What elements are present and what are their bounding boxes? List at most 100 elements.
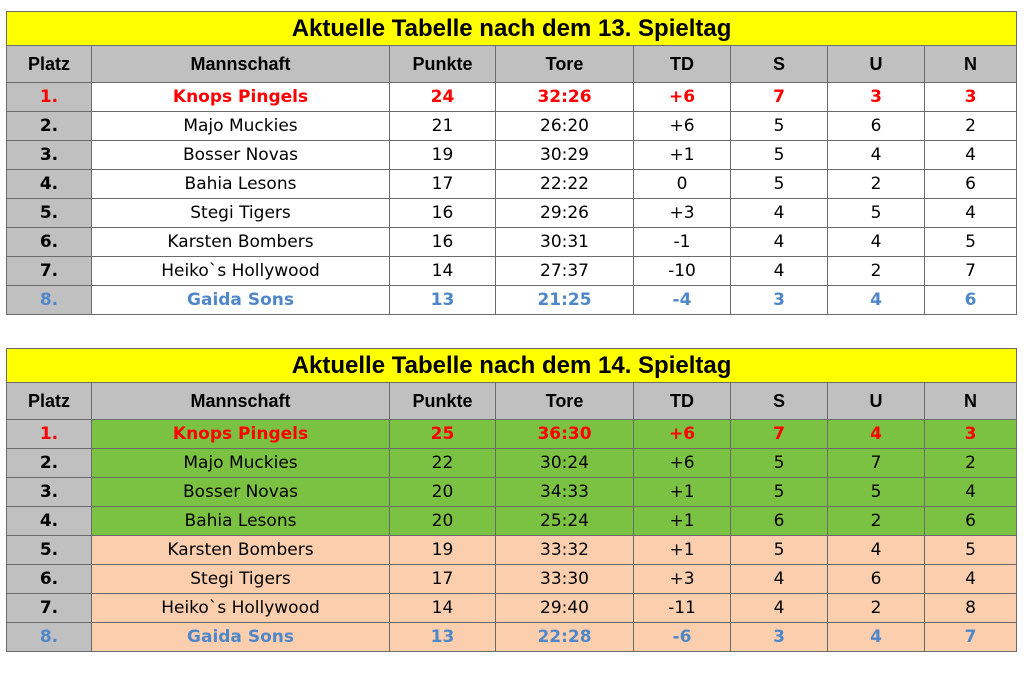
table-body: 1. Knops Pingels 25 36:30 +6 7 4 3 2. Majo Muckie…: [6, 419, 1018, 652]
punkte-cell: 20: [389, 477, 496, 507]
header-u: U: [827, 45, 925, 83]
td-cell: +6: [633, 82, 731, 112]
header-n: N: [923, 382, 1018, 420]
n-cell: 6: [923, 506, 1018, 536]
tore-cell: 22:28: [495, 622, 634, 652]
punkte-cell: 19: [389, 140, 496, 170]
n-cell: 4: [923, 564, 1018, 594]
platz-cell: 2.: [6, 111, 92, 141]
table-row: 3. Bosser Novas 20 34:33 +1 5 5 4: [6, 477, 1018, 507]
punkte-cell: 13: [389, 285, 496, 315]
platz-cell: 8.: [6, 285, 92, 315]
title-row: Aktuelle Tabelle nach dem 14. Spieltag: [5, 348, 1018, 383]
team-cell: Karsten Bombers: [91, 227, 390, 257]
punkte-cell: 21: [389, 111, 496, 141]
table-row: 2. Majo Muckies 22 30:24 +6 5 7 2: [6, 448, 1018, 478]
team-cell: Stegi Tigers: [91, 198, 390, 228]
punkte-cell: 22: [389, 448, 496, 478]
punkte-cell: 17: [389, 564, 496, 594]
punkte-cell: 14: [389, 256, 496, 286]
punkte-cell: 17: [389, 169, 496, 199]
header-s: S: [730, 45, 828, 83]
team-cell: Gaida Sons: [91, 622, 390, 652]
u-cell: 5: [827, 198, 925, 228]
platz-cell: 1.: [6, 419, 92, 449]
td-cell: +6: [633, 448, 731, 478]
u-cell: 6: [827, 111, 925, 141]
header-u: U: [827, 382, 925, 420]
header-punkte: Punkte: [389, 45, 496, 83]
s-cell: 4: [730, 593, 828, 623]
u-cell: 4: [827, 140, 925, 170]
n-cell: 5: [923, 227, 1018, 257]
header-platz: Platz: [6, 382, 92, 420]
s-cell: 4: [730, 227, 828, 257]
tore-cell: 36:30: [495, 419, 634, 449]
u-cell: 4: [827, 419, 925, 449]
n-cell: 6: [923, 285, 1018, 315]
table-row: 8. Gaida Sons 13 22:28 -6 3 4 7: [6, 622, 1018, 652]
team-cell: Majo Muckies: [91, 111, 390, 141]
tore-cell: 26:20: [495, 111, 634, 141]
tore-cell: 30:31: [495, 227, 634, 257]
s-cell: 3: [730, 285, 828, 315]
td-cell: 0: [633, 169, 731, 199]
u-cell: 2: [827, 169, 925, 199]
table-row: 2. Majo Muckies 21 26:20 +6 5 6 2: [6, 111, 1018, 141]
team-cell: Stegi Tigers: [91, 564, 390, 594]
team-cell: Bahia Lesons: [91, 506, 390, 536]
table-row: 6. Karsten Bombers 16 30:31 -1 4 4 5: [6, 227, 1018, 257]
s-cell: 5: [730, 169, 828, 199]
team-cell: Bosser Novas: [91, 477, 390, 507]
platz-cell: 5.: [6, 535, 92, 565]
td-cell: +1: [633, 140, 731, 170]
platz-cell: 7.: [6, 593, 92, 623]
n-cell: 2: [923, 111, 1018, 141]
header-tore: Tore: [495, 45, 634, 83]
s-cell: 7: [730, 82, 828, 112]
u-cell: 3: [827, 82, 925, 112]
tore-cell: 25:24: [495, 506, 634, 536]
u-cell: 7: [827, 448, 925, 478]
platz-cell: 3.: [6, 140, 92, 170]
table-row: 5. Karsten Bombers 19 33:32 +1 5 4 5: [6, 535, 1018, 565]
table-row: 8. Gaida Sons 13 21:25 -4 3 4 6: [6, 285, 1018, 315]
td-cell: -6: [633, 622, 731, 652]
header-row: Platz Mannschaft Punkte Tore TD S U N: [6, 382, 1018, 420]
u-cell: 4: [827, 535, 925, 565]
standings-table-matchday-14: Aktuelle Tabelle nach dem 14. Spieltag P…: [5, 348, 1018, 652]
s-cell: 5: [730, 535, 828, 565]
platz-cell: 6.: [6, 227, 92, 257]
team-cell: Gaida Sons: [91, 285, 390, 315]
table-row: 4. Bahia Lesons 20 25:24 +1 6 2 6: [6, 506, 1018, 536]
header-td: TD: [633, 45, 731, 83]
platz-cell: 8.: [6, 622, 92, 652]
tore-cell: 22:22: [495, 169, 634, 199]
team-cell: Majo Muckies: [91, 448, 390, 478]
team-cell: Bosser Novas: [91, 140, 390, 170]
punkte-cell: 13: [389, 622, 496, 652]
table-row: 1. Knops Pingels 24 32:26 +6 7 3 3: [6, 82, 1018, 112]
s-cell: 4: [730, 564, 828, 594]
u-cell: 6: [827, 564, 925, 594]
td-cell: +1: [633, 477, 731, 507]
n-cell: 7: [923, 622, 1018, 652]
standings-table-matchday-13: Aktuelle Tabelle nach dem 13. Spieltag P…: [5, 11, 1018, 315]
punkte-cell: 24: [389, 82, 496, 112]
tore-cell: 33:30: [495, 564, 634, 594]
n-cell: 8: [923, 593, 1018, 623]
platz-cell: 1.: [6, 82, 92, 112]
tore-cell: 29:26: [495, 198, 634, 228]
s-cell: 5: [730, 477, 828, 507]
s-cell: 3: [730, 622, 828, 652]
tore-cell: 29:40: [495, 593, 634, 623]
platz-cell: 4.: [6, 169, 92, 199]
header-td: TD: [633, 382, 731, 420]
team-cell: Knops Pingels: [91, 419, 390, 449]
header-mannschaft: Mannschaft: [91, 45, 390, 83]
team-cell: Heiko`s Hollywood: [91, 593, 390, 623]
punkte-cell: 16: [389, 227, 496, 257]
platz-cell: 5.: [6, 198, 92, 228]
header-s: S: [730, 382, 828, 420]
table-row: 3. Bosser Novas 19 30:29 +1 5 4 4: [6, 140, 1018, 170]
